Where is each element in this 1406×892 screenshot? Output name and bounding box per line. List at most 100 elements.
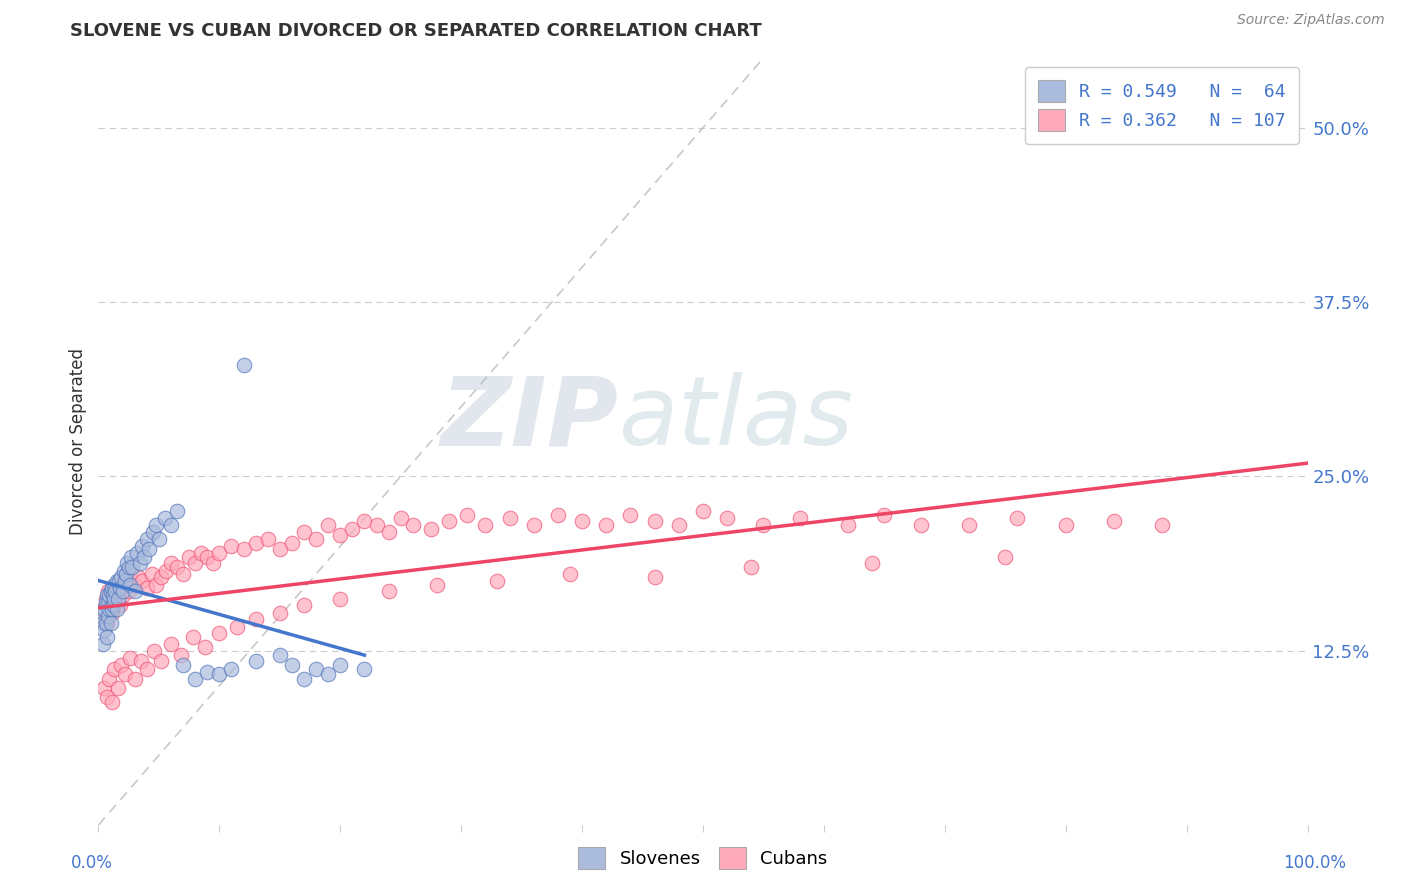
Point <box>269 648 291 662</box>
Point <box>91 615 114 630</box>
Point <box>100 615 122 630</box>
Point <box>860 556 883 570</box>
Legend: Slovenes, Cubans: Slovenes, Cubans <box>571 839 835 876</box>
Point <box>96 630 118 644</box>
Point <box>118 650 141 665</box>
Point <box>172 567 194 582</box>
Point <box>94 595 117 609</box>
Point <box>108 574 131 588</box>
Point <box>692 504 714 518</box>
Point <box>96 690 118 704</box>
Point <box>202 556 225 570</box>
Point <box>1007 511 1029 525</box>
Point <box>111 588 134 602</box>
Point <box>97 583 120 598</box>
Point <box>456 508 478 523</box>
Point <box>114 667 136 681</box>
Point <box>117 556 139 570</box>
Point <box>124 583 146 598</box>
Point <box>127 570 149 584</box>
Point <box>1152 518 1174 533</box>
Point <box>208 667 231 681</box>
Point <box>716 511 738 525</box>
Point <box>118 560 141 574</box>
Text: atlas: atlas <box>619 372 853 465</box>
Point <box>107 581 129 595</box>
Point <box>292 525 315 540</box>
Point <box>619 508 641 523</box>
Point <box>1054 518 1077 533</box>
Point <box>873 508 896 523</box>
Point <box>160 637 183 651</box>
Point <box>107 681 129 696</box>
Point <box>353 662 375 676</box>
Point <box>316 518 339 533</box>
Point <box>101 588 124 602</box>
Point <box>329 657 352 672</box>
Point <box>329 528 352 542</box>
Point <box>184 556 207 570</box>
Point <box>389 511 412 525</box>
Point <box>232 358 254 372</box>
Point <box>366 518 388 533</box>
Point <box>124 672 146 686</box>
Point <box>169 648 191 662</box>
Point <box>104 583 127 598</box>
Text: 100.0%: 100.0% <box>1284 855 1346 872</box>
Point <box>292 672 315 686</box>
Point <box>148 532 170 546</box>
Point <box>114 578 136 592</box>
Point <box>910 518 932 533</box>
Point <box>101 588 124 602</box>
Point <box>100 606 122 620</box>
Point <box>558 567 581 582</box>
Legend: R = 0.549   N =  64, R = 0.362   N = 107: R = 0.549 N = 64, R = 0.362 N = 107 <box>1025 67 1299 144</box>
Point <box>105 574 128 588</box>
Point <box>104 583 127 598</box>
Point <box>145 518 167 533</box>
Point <box>100 695 122 709</box>
Point <box>208 546 231 560</box>
Text: 0.0%: 0.0% <box>70 855 112 872</box>
Point <box>194 640 217 654</box>
Point <box>120 550 142 565</box>
Point <box>305 532 328 546</box>
Point <box>377 583 399 598</box>
Point <box>160 518 183 533</box>
Point <box>232 541 254 556</box>
Point <box>153 511 176 525</box>
Point <box>155 564 177 578</box>
Point <box>98 602 121 616</box>
Point <box>1102 514 1125 528</box>
Point <box>644 514 666 528</box>
Point <box>112 564 135 578</box>
Point <box>292 598 315 612</box>
Point <box>994 550 1017 565</box>
Point <box>98 588 121 602</box>
Point <box>571 514 593 528</box>
Point <box>108 581 131 595</box>
Point <box>118 578 141 592</box>
Point <box>172 657 194 672</box>
Point <box>93 602 115 616</box>
Point <box>208 625 231 640</box>
Point <box>103 662 125 676</box>
Point <box>353 514 375 528</box>
Point <box>498 511 520 525</box>
Point <box>115 567 138 582</box>
Point <box>91 602 114 616</box>
Point <box>420 523 443 537</box>
Point <box>281 536 304 550</box>
Point <box>110 657 132 672</box>
Point <box>91 608 114 623</box>
Point <box>103 592 125 607</box>
Point <box>181 630 204 644</box>
Point <box>103 598 125 612</box>
Point <box>190 546 212 560</box>
Point <box>269 541 291 556</box>
Point <box>135 532 157 546</box>
Point <box>226 620 249 634</box>
Point <box>100 595 122 609</box>
Point <box>644 570 666 584</box>
Point <box>523 518 546 533</box>
